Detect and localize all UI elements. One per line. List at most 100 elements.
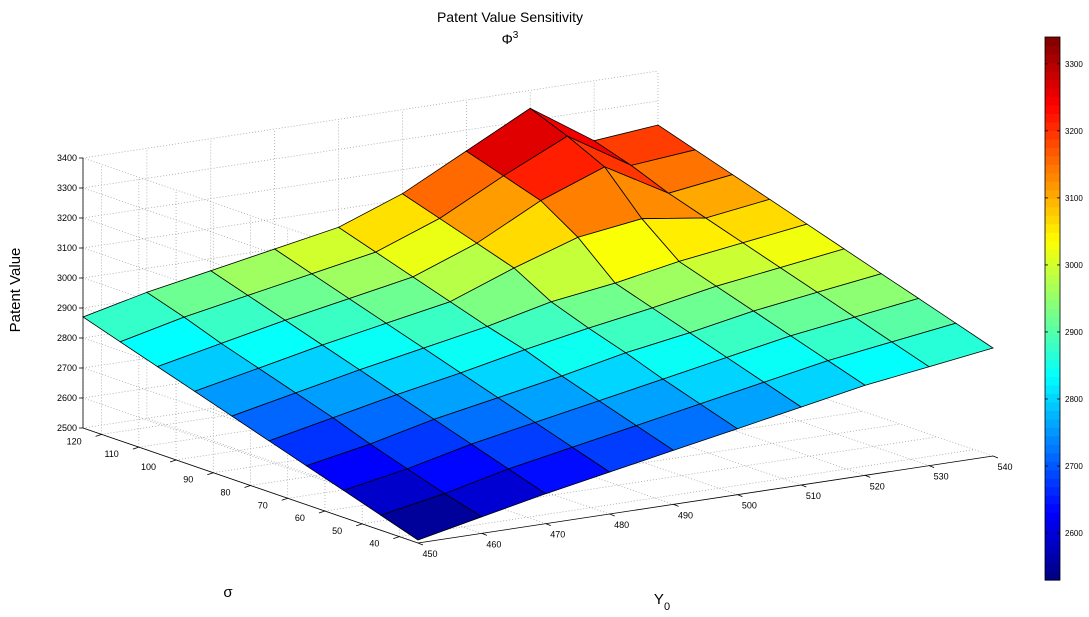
colorbar-segment [1045,232,1060,242]
z-tick-label: 3200 [57,213,77,223]
colorbar-segment [1045,274,1060,284]
colorbar-segment [1045,529,1060,539]
colorbar-segment [1045,240,1060,250]
colorbar-segment [1045,418,1060,428]
colorbar-tick-label: 2600 [1065,529,1083,538]
colorbar-segment [1045,478,1060,488]
y-tick-label: 110 [104,449,118,459]
colorbar-tick-label: 2800 [1065,395,1083,404]
y-tick-label: 50 [332,526,342,536]
colorbar-segment [1045,333,1060,344]
z-tick-label: 3000 [57,273,77,283]
subtitle-sup: 3 [513,30,519,41]
colorbar-segment [1045,249,1060,259]
y-tick-label: 90 [183,475,193,485]
z-axis-label: Patent Value [7,248,24,333]
z-tick-label: 3400 [57,153,77,163]
colorbar-segment [1045,62,1060,72]
colorbar-segment [1045,308,1060,318]
colorbar-segment [1045,37,1060,47]
colorbar-segment [1045,367,1060,377]
y-tick-label: 120 [67,436,82,446]
colorbar-segment [1045,512,1060,522]
colorbar-segment [1045,435,1060,445]
colorbar-segment [1045,198,1060,208]
chart-title: Patent Value Sensitivity [437,9,583,25]
x-tick-label: 520 [870,481,885,491]
colorbar-segment [1045,359,1060,369]
colorbar-segment [1045,138,1060,148]
colorbar-segment [1045,206,1060,216]
colorbar-segment [1045,155,1060,165]
colorbar-segment [1045,53,1060,64]
colorbar-segment [1045,410,1060,420]
y-tick-label: 40 [369,539,379,549]
colorbar-segment [1045,384,1060,394]
colorbar-segment [1045,376,1060,386]
colorbar-segment [1045,350,1060,360]
colorbar-segment [1045,444,1060,454]
z-tick-label: 2700 [57,363,77,373]
colorbar-segment [1045,147,1060,157]
colorbar-segment [1045,283,1060,293]
colorbar-tick-label: 3300 [1065,60,1083,69]
x-tick-label: 500 [742,501,757,511]
surface-patch [890,322,994,368]
colorbar-segment [1045,393,1060,403]
z-tick-label: 2500 [57,423,77,433]
colorbar-segment [1045,316,1060,327]
x-tick-label: 450 [422,549,437,559]
colorbar-tick-label: 2900 [1065,328,1083,337]
x-axis-label-base: Y [654,591,664,608]
colorbar-segment [1045,87,1060,97]
colorbar-segment [1045,104,1060,114]
colorbar: 2600 2700 2800 2900 3000 3100 3200 3300 [1044,36,1083,581]
colorbar-segment [1045,291,1060,301]
colorbar-segment [1045,461,1060,471]
colorbar-segment [1045,300,1060,310]
colorbar-segment [1045,537,1060,547]
colorbar-segment [1045,571,1060,581]
y-tick-label: 60 [295,513,305,523]
colorbar-segment [1045,495,1060,505]
colorbar-segment [1045,325,1060,335]
colorbar-segment [1045,96,1060,106]
x-axis-label-sub: 0 [664,601,670,613]
z-tick-label: 2900 [57,303,77,313]
x-tick-label: 530 [934,472,949,482]
colorbar-segment [1045,189,1060,199]
z-tick-label: 3100 [57,243,77,253]
x-tick-label: 470 [550,530,565,540]
colorbar-segment [1045,486,1060,496]
colorbar-segment [1045,215,1060,225]
x-tick-label: 490 [678,510,693,520]
colorbar-tick-label: 3000 [1065,261,1083,270]
x-tick-label: 510 [806,491,821,501]
colorbar-frame [1044,36,1061,581]
colorbar-segment [1045,70,1060,81]
colorbar-tick-label: 3100 [1065,194,1083,203]
z-tick-label: 3300 [57,183,77,193]
colorbar-segment [1045,257,1060,267]
colorbar-segment [1045,503,1060,513]
colorbar-segment [1045,45,1060,55]
colorbar-segment [1045,130,1060,140]
surface-mesh [82,107,994,541]
colorbar-segment [1045,469,1060,479]
colorbar-segment [1045,164,1060,174]
axis-ticks: 2500 2600 2700 2800 2900 3000 3100 3200 3300 3400… [57,153,1013,559]
x-tick-label: 540 [997,462,1012,472]
y-tick-label: 70 [258,500,268,510]
colorbar-segment [1045,554,1060,564]
colorbar-segment [1045,172,1060,182]
z-tick-label: 2800 [57,333,77,343]
x-tick-label: 460 [486,539,501,549]
colorbar-segment [1045,563,1060,573]
subtitle-base: Φ [502,31,513,47]
colorbar-segment [1045,223,1060,233]
colorbar-segment [1045,121,1060,131]
y-tick-label: 100 [141,462,156,472]
chart-subtitle: Φ3 [502,30,519,47]
colorbar-segment [1045,342,1060,352]
